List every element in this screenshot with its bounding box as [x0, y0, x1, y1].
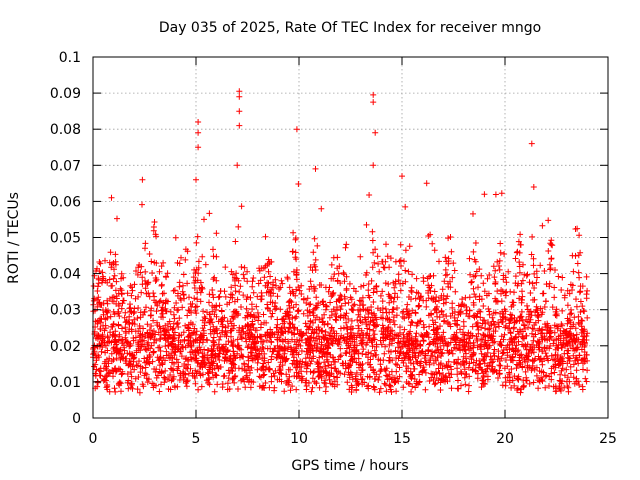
x-tick-label: 20	[496, 431, 514, 447]
y-tick-label: 0.08	[50, 122, 81, 138]
roti-point-markers	[90, 88, 591, 396]
y-tick-label: 0.1	[59, 50, 81, 66]
x-tick-label: 25	[599, 431, 617, 447]
data-points	[90, 88, 591, 396]
chart-title: Day 035 of 2025, Rate Of TEC Index for r…	[159, 20, 541, 36]
y-tick-label: 0.06	[50, 194, 81, 210]
x-tick-label: 15	[393, 431, 411, 447]
y-tick-label: 0.02	[50, 339, 81, 355]
y-tick-label: 0.01	[50, 375, 81, 391]
x-tick-label: 10	[290, 431, 308, 447]
y-tick-label: 0.07	[50, 158, 81, 174]
y-tick-label: 0.04	[50, 267, 81, 283]
y-tick-label: 0	[72, 411, 81, 427]
y-axis-label: ROTI / TECUs	[6, 192, 22, 284]
x-tick-label: 5	[192, 431, 201, 447]
y-tick-label: 0.09	[50, 86, 81, 102]
axis-ticks: 0 0.01 0.02 0.03 0.04 0.05 0.06 0.07 0.08 0.09 0.1…	[50, 50, 617, 447]
x-tick-label: 0	[89, 431, 98, 447]
y-tick-label: 0.05	[50, 231, 81, 247]
x-axis-label: GPS time / hours	[291, 458, 408, 474]
y-tick-label: 0.03	[50, 303, 81, 319]
